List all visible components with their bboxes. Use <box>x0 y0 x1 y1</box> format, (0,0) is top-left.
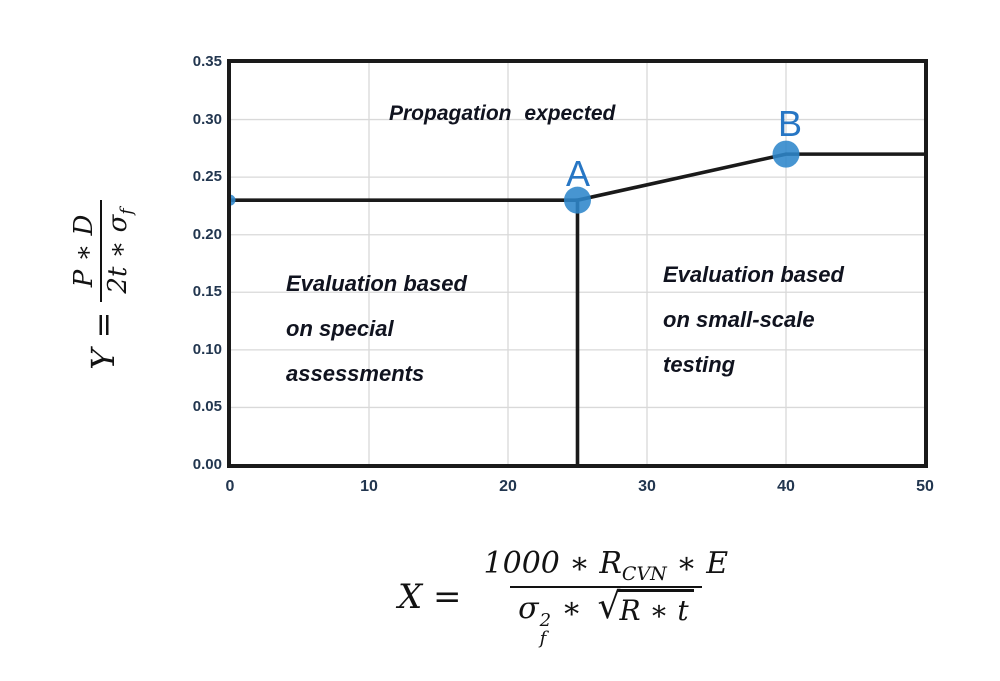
x-formula-num-subscript: CVN <box>621 563 667 585</box>
annotation-propagation-expected: Propagation expected <box>389 102 616 125</box>
radical-sign: √ <box>597 586 621 627</box>
y-tick-label: 0.15 <box>192 283 222 301</box>
y-tick-label: 0.00 <box>192 456 222 473</box>
square-root: √ R ∗ t <box>597 586 694 627</box>
y-formula-numerator: P ∗ D <box>68 214 99 288</box>
x-tick-label: 10 <box>360 478 378 495</box>
x-formula-num-post: ∗ E <box>666 546 729 581</box>
x-formula-num-pre: 1000 ∗ R <box>483 546 622 581</box>
sigma-superscript: 2 <box>539 610 552 631</box>
point-label-b: B <box>777 103 803 144</box>
plot-area <box>227 59 928 468</box>
y-formula-lhs: Y = <box>84 311 122 370</box>
multiplication-sign: ∗ <box>552 591 592 626</box>
y-tick-label: 0.30 <box>192 110 222 128</box>
annotation-evaluation-special-assessments: Evaluation based on special assessments <box>286 271 467 386</box>
y-formula-fraction: P ∗ D 2t ∗ σf <box>68 200 139 302</box>
y-formula-denominator: 2t ∗ σf <box>99 200 139 302</box>
x-formula-numerator: 1000 ∗ RCVN ∗ E <box>476 545 737 586</box>
y-tick-label: 0.05 <box>192 398 222 416</box>
y-formula-denominator-subscript: f <box>117 208 138 215</box>
y-tick-label: 0.20 <box>192 225 222 243</box>
y-tick-label: 0.35 <box>192 53 222 70</box>
x-formula-lhs: X = <box>398 577 462 617</box>
x-tick-label: 20 <box>499 478 517 495</box>
x-tick-label: 0 <box>225 478 235 495</box>
x-tick-label: 30 <box>638 478 656 495</box>
y-formula-denominator-main: 2t ∗ σ <box>102 214 133 294</box>
radicand: R ∗ t <box>617 589 694 627</box>
y-tick-label: 0.10 <box>192 340 222 358</box>
annotation-evaluation-small-scale-testing: Evaluation based on small-scale testing <box>663 262 844 377</box>
x-tick-label: 40 <box>777 478 795 495</box>
y-tick-label: 0.25 <box>192 168 222 186</box>
x-tick-label: 50 <box>916 478 934 495</box>
sigma-subscript: f <box>539 628 547 649</box>
point-label-a: A <box>565 153 591 194</box>
y-axis-formula: Y = P ∗ D 2t ∗ σf <box>51 180 155 390</box>
sigma-symbol: σ <box>518 591 539 626</box>
